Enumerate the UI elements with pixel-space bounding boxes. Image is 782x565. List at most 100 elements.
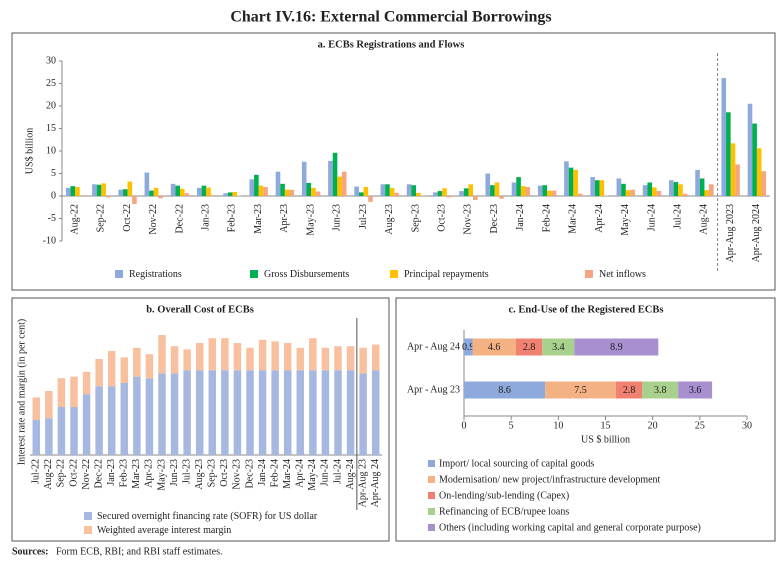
bar: [730, 143, 736, 196]
legend-label: Import/ local sourcing of capital goods: [439, 458, 594, 469]
data-label: 2.8: [623, 385, 636, 396]
bar-segment: [32, 397, 41, 420]
legend-swatch: [115, 270, 123, 278]
x-tick-label: Dec-22: [174, 204, 185, 233]
bar-segment: [334, 370, 342, 455]
bar: [289, 189, 295, 196]
bar: [642, 185, 648, 196]
x-tick-label: Apr-23: [144, 459, 155, 488]
x-tick-label: Jul-23: [181, 459, 192, 484]
bar: [630, 189, 635, 196]
figure-title: Chart IV.16: External Commercial Borrowi…: [230, 9, 551, 26]
x-tick-label: Oct-23: [437, 204, 448, 232]
bar-segment: [283, 370, 292, 455]
bar: [227, 192, 233, 196]
x-tick-label: 20: [648, 420, 658, 431]
x-tick-label: Jun-24: [320, 459, 331, 486]
bar: [284, 189, 290, 196]
bar: [446, 196, 452, 198]
bar-segment: [321, 370, 330, 455]
x-tick-label: Nov-22: [148, 204, 159, 235]
bar: [485, 173, 491, 196]
bar: [258, 185, 264, 196]
bar: [621, 183, 626, 196]
bar: [394, 192, 399, 196]
bar: [735, 164, 740, 196]
bar: [542, 185, 548, 196]
x-tick-label: Sep-22: [96, 204, 107, 232]
bar: [695, 169, 700, 196]
bar-segment: [464, 381, 546, 399]
bar-segment: [271, 341, 279, 371]
x-tick-label: Aug-23: [194, 459, 205, 490]
bar-segment: [258, 370, 267, 455]
panel-title: c. End-Use of the Registered ECBs: [509, 304, 664, 315]
legend-swatch: [428, 492, 435, 499]
y-tick-label: -10: [43, 235, 56, 246]
bar-segment: [45, 418, 53, 455]
x-tick-label: Jan-24: [515, 204, 526, 231]
x-tick-label: Apr-Aug 23: [357, 459, 368, 507]
bar: [180, 188, 185, 196]
legend-label: Registrations: [129, 269, 182, 280]
bar: [385, 184, 390, 196]
x-tick-label: 10: [553, 420, 563, 431]
y-tick-label: 30: [46, 55, 56, 66]
bar: [127, 181, 133, 196]
x-tick-label: May-23: [156, 459, 167, 491]
bar-segment: [283, 343, 292, 371]
x-tick-label: Apr-24: [295, 459, 306, 488]
bar: [92, 184, 97, 196]
bar-segment: [208, 338, 217, 371]
bar: [197, 187, 202, 196]
x-tick-label: 5: [509, 420, 514, 431]
bar: [499, 196, 504, 199]
bar: [337, 176, 342, 196]
x-tick-label: Jan-23: [201, 204, 212, 231]
bar: [144, 172, 150, 196]
bar: [761, 171, 767, 196]
bar: [315, 191, 321, 196]
bar-segment: [170, 373, 179, 455]
bar-segment: [208, 370, 217, 455]
legend-label: On-lending/sub-lending (Capex): [439, 490, 569, 501]
bar-segment: [32, 419, 41, 455]
legend-swatch: [585, 270, 593, 278]
bar-segment: [221, 338, 229, 371]
bar: [263, 187, 268, 196]
bar: [341, 171, 347, 196]
y-tick-label: Apr - Aug 24: [407, 341, 460, 352]
bar-segment: [371, 344, 380, 371]
bar: [726, 112, 731, 196]
bar: [678, 184, 683, 196]
bar: [494, 182, 500, 196]
bar: [206, 187, 211, 196]
y-tick-label: -5: [48, 213, 56, 224]
x-tick-label: May-24: [620, 204, 631, 236]
bar: [306, 182, 312, 196]
bar-segment: [145, 354, 154, 379]
legend-label: Modernisation/ new project/infrastructur…: [439, 474, 661, 485]
x-tick-label: Oct-22: [122, 204, 133, 232]
legend-swatch: [84, 526, 92, 534]
bar: [625, 190, 631, 196]
bar-segment: [158, 335, 166, 374]
legend-label: Net inflows: [599, 269, 646, 280]
bar-segment: [515, 338, 543, 356]
bar: [516, 177, 521, 196]
legend-label: Gross Disbursements: [264, 269, 349, 280]
bar: [232, 191, 238, 196]
x-tick-label: May-24: [307, 459, 318, 491]
bar-segment: [133, 376, 141, 455]
x-tick-label: Aug-24: [699, 204, 710, 235]
bar: [75, 187, 80, 196]
bar: [406, 184, 412, 196]
bar: [223, 193, 228, 196]
x-tick-label: Mar-24: [568, 204, 579, 234]
data-label: 8.6: [498, 385, 511, 396]
x-tick-label: Jul-24: [332, 459, 343, 484]
bar-segment: [145, 378, 154, 455]
bar-segment: [309, 370, 317, 455]
